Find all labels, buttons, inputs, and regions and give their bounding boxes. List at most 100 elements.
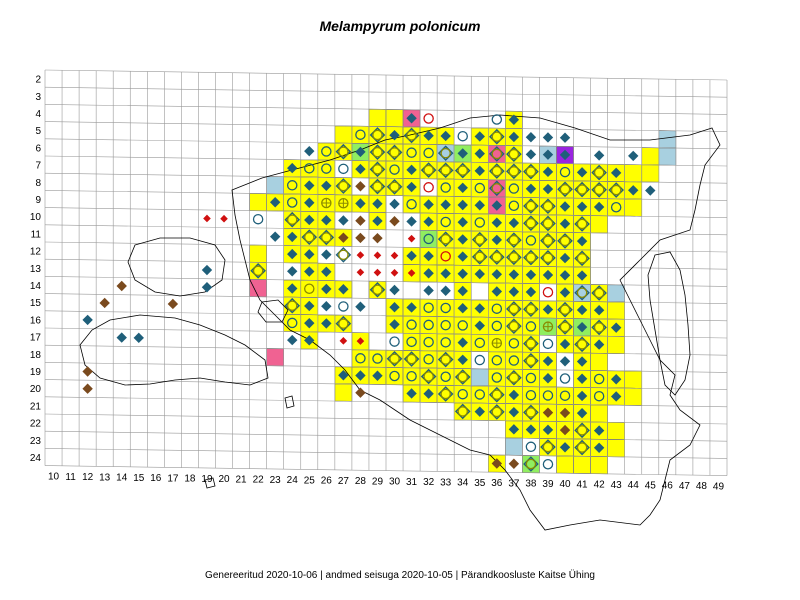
cell-fill-yellow bbox=[249, 193, 267, 212]
column-label: 15 bbox=[133, 473, 145, 484]
marker-diamond bbox=[372, 198, 383, 209]
marker-circle bbox=[389, 164, 400, 175]
marker-diamond bbox=[287, 248, 298, 260]
column-labels: 10 11 12 13 14 15 16 17 18 19 20 21 22 23 24 25 26 27 28 29… bbox=[48, 472, 725, 493]
marker-diamond-red bbox=[220, 214, 228, 223]
grid-hline bbox=[44, 344, 728, 356]
marker-circle bbox=[321, 163, 332, 174]
marker-diamond bbox=[508, 406, 520, 418]
cell-fill-yellow bbox=[419, 298, 438, 317]
column-label: 47 bbox=[679, 481, 691, 492]
row-label: 14 bbox=[30, 281, 42, 292]
marker-diamond bbox=[474, 148, 485, 159]
marker-diamond bbox=[423, 199, 434, 210]
cell-fill-yellow bbox=[641, 147, 660, 166]
marker-diamond-brown bbox=[116, 280, 127, 292]
marker-diamond-brown bbox=[372, 232, 383, 244]
cell-fill-yellow bbox=[470, 213, 489, 232]
marker-diamond-circle bbox=[574, 336, 590, 353]
marker-diamond-circle bbox=[386, 351, 403, 367]
grid-hline bbox=[44, 121, 728, 132]
marker-diamond bbox=[389, 284, 400, 296]
marker-circle bbox=[491, 372, 503, 383]
marker-diamond bbox=[304, 249, 315, 260]
marker-diamond-circle bbox=[523, 198, 539, 214]
marker-diamond-red bbox=[373, 268, 382, 277]
row-label: 17 bbox=[30, 333, 42, 344]
marker-diamond bbox=[491, 234, 503, 246]
marker-circle bbox=[440, 216, 451, 228]
marker-diamond-circle bbox=[437, 386, 454, 402]
cell-fill-yellow bbox=[607, 421, 626, 441]
cell-fill-yellow bbox=[573, 455, 591, 474]
marker-circle bbox=[508, 200, 520, 211]
footer-credits: Genereeritud 2020-10-06 | andmed seisuga… bbox=[205, 570, 595, 581]
cell-fill-yellow bbox=[453, 385, 472, 404]
cell-fill-yellow bbox=[334, 383, 353, 402]
grid-hline bbox=[44, 465, 728, 476]
row-label: 20 bbox=[30, 384, 42, 395]
lake-peipus-outline bbox=[647, 251, 691, 396]
marker-diamond-circle bbox=[437, 231, 454, 247]
marker-diamond-red bbox=[390, 251, 399, 260]
cell-fill-yellow bbox=[402, 315, 421, 334]
grid-hline bbox=[44, 362, 728, 373]
cell-fill-yellow bbox=[385, 160, 404, 179]
marker-circle bbox=[406, 147, 417, 158]
marker-diamond-red bbox=[356, 337, 365, 345]
cell-fill-pink bbox=[249, 279, 267, 298]
marker-diamond bbox=[457, 182, 468, 193]
marker-diamond-circle bbox=[523, 335, 539, 352]
marker-diamond-circle bbox=[369, 144, 386, 160]
marker-diamond bbox=[338, 370, 349, 381]
marker-diamond bbox=[355, 163, 366, 175]
marker-diamond bbox=[321, 318, 332, 329]
cell-fill-light_blue bbox=[266, 176, 285, 195]
grid-hline bbox=[44, 310, 728, 322]
marker-diamond bbox=[593, 442, 605, 453]
marker-diamond bbox=[304, 197, 315, 208]
marker-diamond-circle bbox=[506, 146, 522, 162]
marker-diamond-circle bbox=[489, 180, 505, 197]
marker-diamond-circle bbox=[335, 315, 352, 332]
marker-diamond-circle bbox=[250, 263, 266, 279]
marker-diamond bbox=[389, 302, 400, 313]
marker-circle bbox=[525, 389, 537, 401]
cell-fill-pink bbox=[266, 348, 285, 367]
column-label: 13 bbox=[99, 472, 111, 483]
marker-circle bbox=[389, 370, 400, 382]
marker-diamond-red bbox=[203, 214, 211, 223]
marker-circle bbox=[423, 336, 434, 348]
marker-diamond-circle bbox=[335, 247, 352, 263]
marker-diamond bbox=[338, 215, 349, 226]
cell-fill-yellow bbox=[505, 334, 523, 353]
marker-diamond-circle bbox=[454, 403, 471, 420]
marker-diamond-red bbox=[407, 234, 416, 243]
column-label: 28 bbox=[355, 476, 367, 487]
marker-circle bbox=[406, 336, 417, 348]
marker-diamond bbox=[593, 425, 605, 436]
marker-circle bbox=[338, 301, 349, 312]
marker-circle-red bbox=[423, 182, 434, 193]
marker-circle bbox=[474, 217, 486, 228]
marker-circle bbox=[610, 201, 622, 213]
cell-fill-yellow bbox=[590, 352, 608, 371]
marker-diamond-circle bbox=[557, 181, 573, 198]
marker-diamond bbox=[525, 286, 537, 298]
column-label: 39 bbox=[542, 479, 554, 490]
column-label: 12 bbox=[82, 472, 94, 483]
cell-fill-yellow bbox=[470, 385, 489, 404]
marker-diamond-circle bbox=[489, 386, 505, 403]
cell-fill-yellow bbox=[402, 195, 421, 214]
column-label: 43 bbox=[611, 480, 623, 491]
grid-hline bbox=[44, 379, 728, 390]
marker-circle bbox=[491, 303, 503, 314]
column-label: 16 bbox=[150, 473, 162, 484]
grid-hline bbox=[44, 327, 728, 339]
marker-diamond bbox=[389, 198, 400, 210]
marker-diamond bbox=[406, 216, 417, 227]
marker-diamond bbox=[542, 269, 554, 281]
marker-circle bbox=[474, 182, 486, 194]
marker-diamond-circle bbox=[506, 301, 522, 317]
marker-diamond bbox=[406, 302, 417, 313]
